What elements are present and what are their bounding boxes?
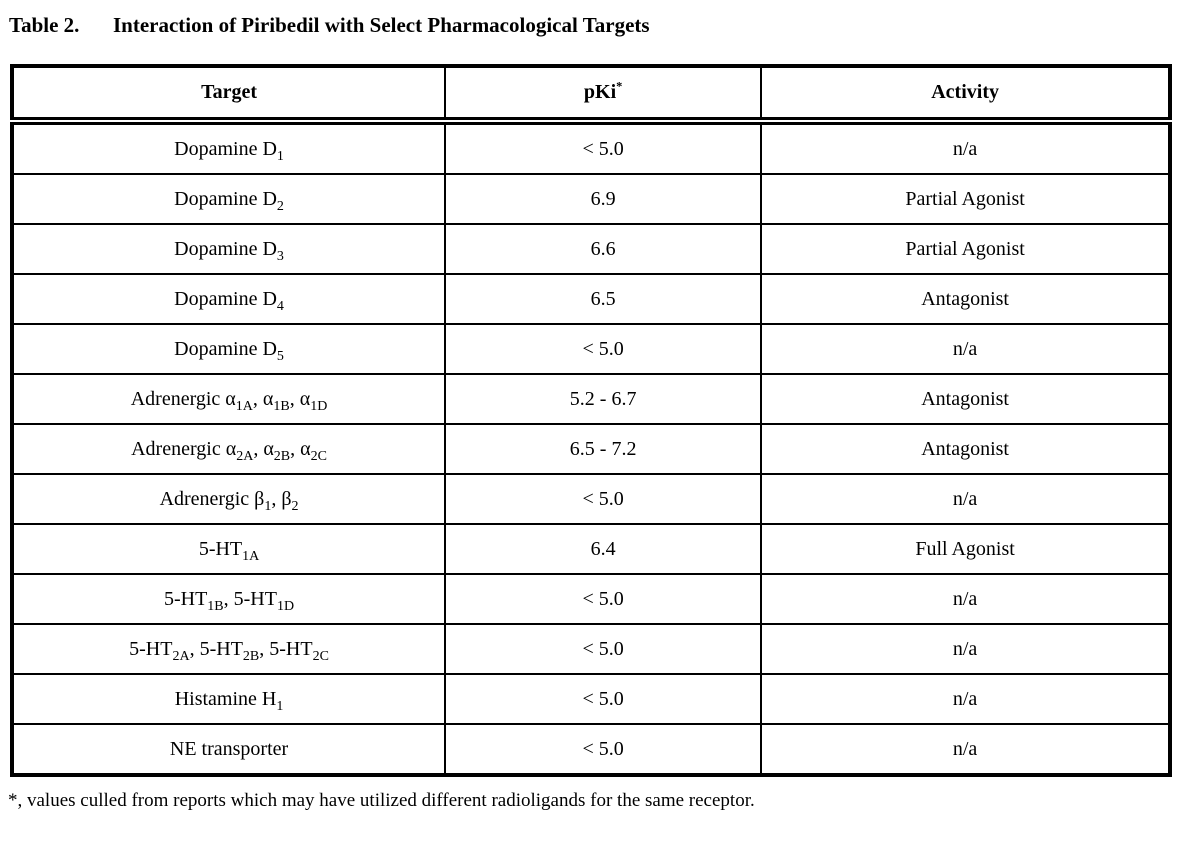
pharmacology-targets-table: Target pKi* Activity Dopamine D1 < 5.0 n/a… xyxy=(10,64,1172,777)
table-number: Table 2. xyxy=(9,13,80,37)
pki-cell: < 5.0 xyxy=(444,723,763,776)
pki-cell: 6.6 xyxy=(444,223,763,275)
table-row: Histamine H1 < 5.0 n/a xyxy=(10,673,1171,725)
activity-cell: n/a xyxy=(760,623,1171,675)
target-cell: 5-HT1B, 5-HT1D xyxy=(10,573,447,625)
target-cell: 5-HT1A xyxy=(10,523,447,575)
table-row: Adrenergic α2A, α2B, α2C 6.5 - 7.2 Antagon… xyxy=(10,423,1171,475)
table-row: 5-HT2A, 5-HT2B, 5-HT2C < 5.0 n/a xyxy=(10,623,1171,675)
header-row: Target pKi* Activity xyxy=(10,65,1171,125)
target-cell: Dopamine D1 xyxy=(10,120,447,175)
target-cell: Adrenergic α1A, α1B, α1D xyxy=(10,373,447,425)
column-header-target: Target xyxy=(10,65,447,125)
table-row: 5-HT1A 6.4 Full Agonist xyxy=(10,523,1171,575)
pki-cell: < 5.0 xyxy=(444,323,763,375)
column-header-pki: pKi* xyxy=(444,65,763,125)
activity-cell: Partial Agonist xyxy=(760,173,1171,225)
pki-cell: < 5.0 xyxy=(444,673,763,725)
target-cell: Dopamine D2 xyxy=(10,173,447,225)
activity-cell: n/a xyxy=(760,673,1171,725)
table-row: Dopamine D5 < 5.0 n/a xyxy=(10,323,1171,375)
table-title: Table 2. Interaction of Piribedil with Se… xyxy=(0,0,1177,38)
activity-cell: n/a xyxy=(760,723,1171,776)
pki-cell: < 5.0 xyxy=(444,623,763,675)
activity-cell: n/a xyxy=(760,473,1171,525)
activity-cell: Antagonist xyxy=(760,423,1171,475)
table-row: Dopamine D1 < 5.0 n/a xyxy=(10,120,1171,175)
table-row: Adrenergic β1, β2 < 5.0 n/a xyxy=(10,473,1171,525)
pki-cell: < 5.0 xyxy=(444,573,763,625)
pki-cell: 6.5 - 7.2 xyxy=(444,423,763,475)
target-cell: Adrenergic β1, β2 xyxy=(10,473,447,525)
activity-cell: Antagonist xyxy=(760,373,1171,425)
table-caption: Interaction of Piribedil with Select Pha… xyxy=(113,13,650,37)
table-row: NE transporter < 5.0 n/a xyxy=(10,723,1171,776)
target-cell: NE transporter xyxy=(10,723,447,776)
pki-cell: 6.5 xyxy=(444,273,763,325)
pki-cell: 6.4 xyxy=(444,523,763,575)
table-row: Dopamine D3 6.6 Partial Agonist xyxy=(10,223,1171,275)
footnote: *, values culled from reports which may … xyxy=(8,790,755,811)
table-row: Dopamine D4 6.5 Antagonist xyxy=(10,273,1171,325)
table-row: Adrenergic α1A, α1B, α1D 5.2 - 6.7 Antagon… xyxy=(10,373,1171,425)
target-cell: 5-HT2A, 5-HT2B, 5-HT2C xyxy=(10,623,447,675)
activity-cell: Full Agonist xyxy=(760,523,1171,575)
column-header-activity: Activity xyxy=(760,65,1171,125)
activity-cell: n/a xyxy=(760,573,1171,625)
pki-cell: 5.2 - 6.7 xyxy=(444,373,763,425)
target-cell: Dopamine D4 xyxy=(10,273,447,325)
target-cell: Dopamine D5 xyxy=(10,323,447,375)
pki-cell: 6.9 xyxy=(444,173,763,225)
activity-cell: n/a xyxy=(760,323,1171,375)
pki-cell: < 5.0 xyxy=(444,120,763,175)
table-row: Dopamine D2 6.9 Partial Agonist xyxy=(10,173,1171,225)
target-cell: Adrenergic α2A, α2B, α2C xyxy=(10,423,447,475)
activity-cell: n/a xyxy=(760,120,1171,175)
pki-cell: < 5.0 xyxy=(444,473,763,525)
target-cell: Dopamine D3 xyxy=(10,223,447,275)
activity-cell: Antagonist xyxy=(760,273,1171,325)
activity-cell: Partial Agonist xyxy=(760,223,1171,275)
table-body: Dopamine D1 < 5.0 n/a Dopamine D2 6.9 Partial… xyxy=(10,120,1171,776)
target-cell: Histamine H1 xyxy=(10,673,447,725)
table-row: 5-HT1B, 5-HT1D < 5.0 n/a xyxy=(10,573,1171,625)
